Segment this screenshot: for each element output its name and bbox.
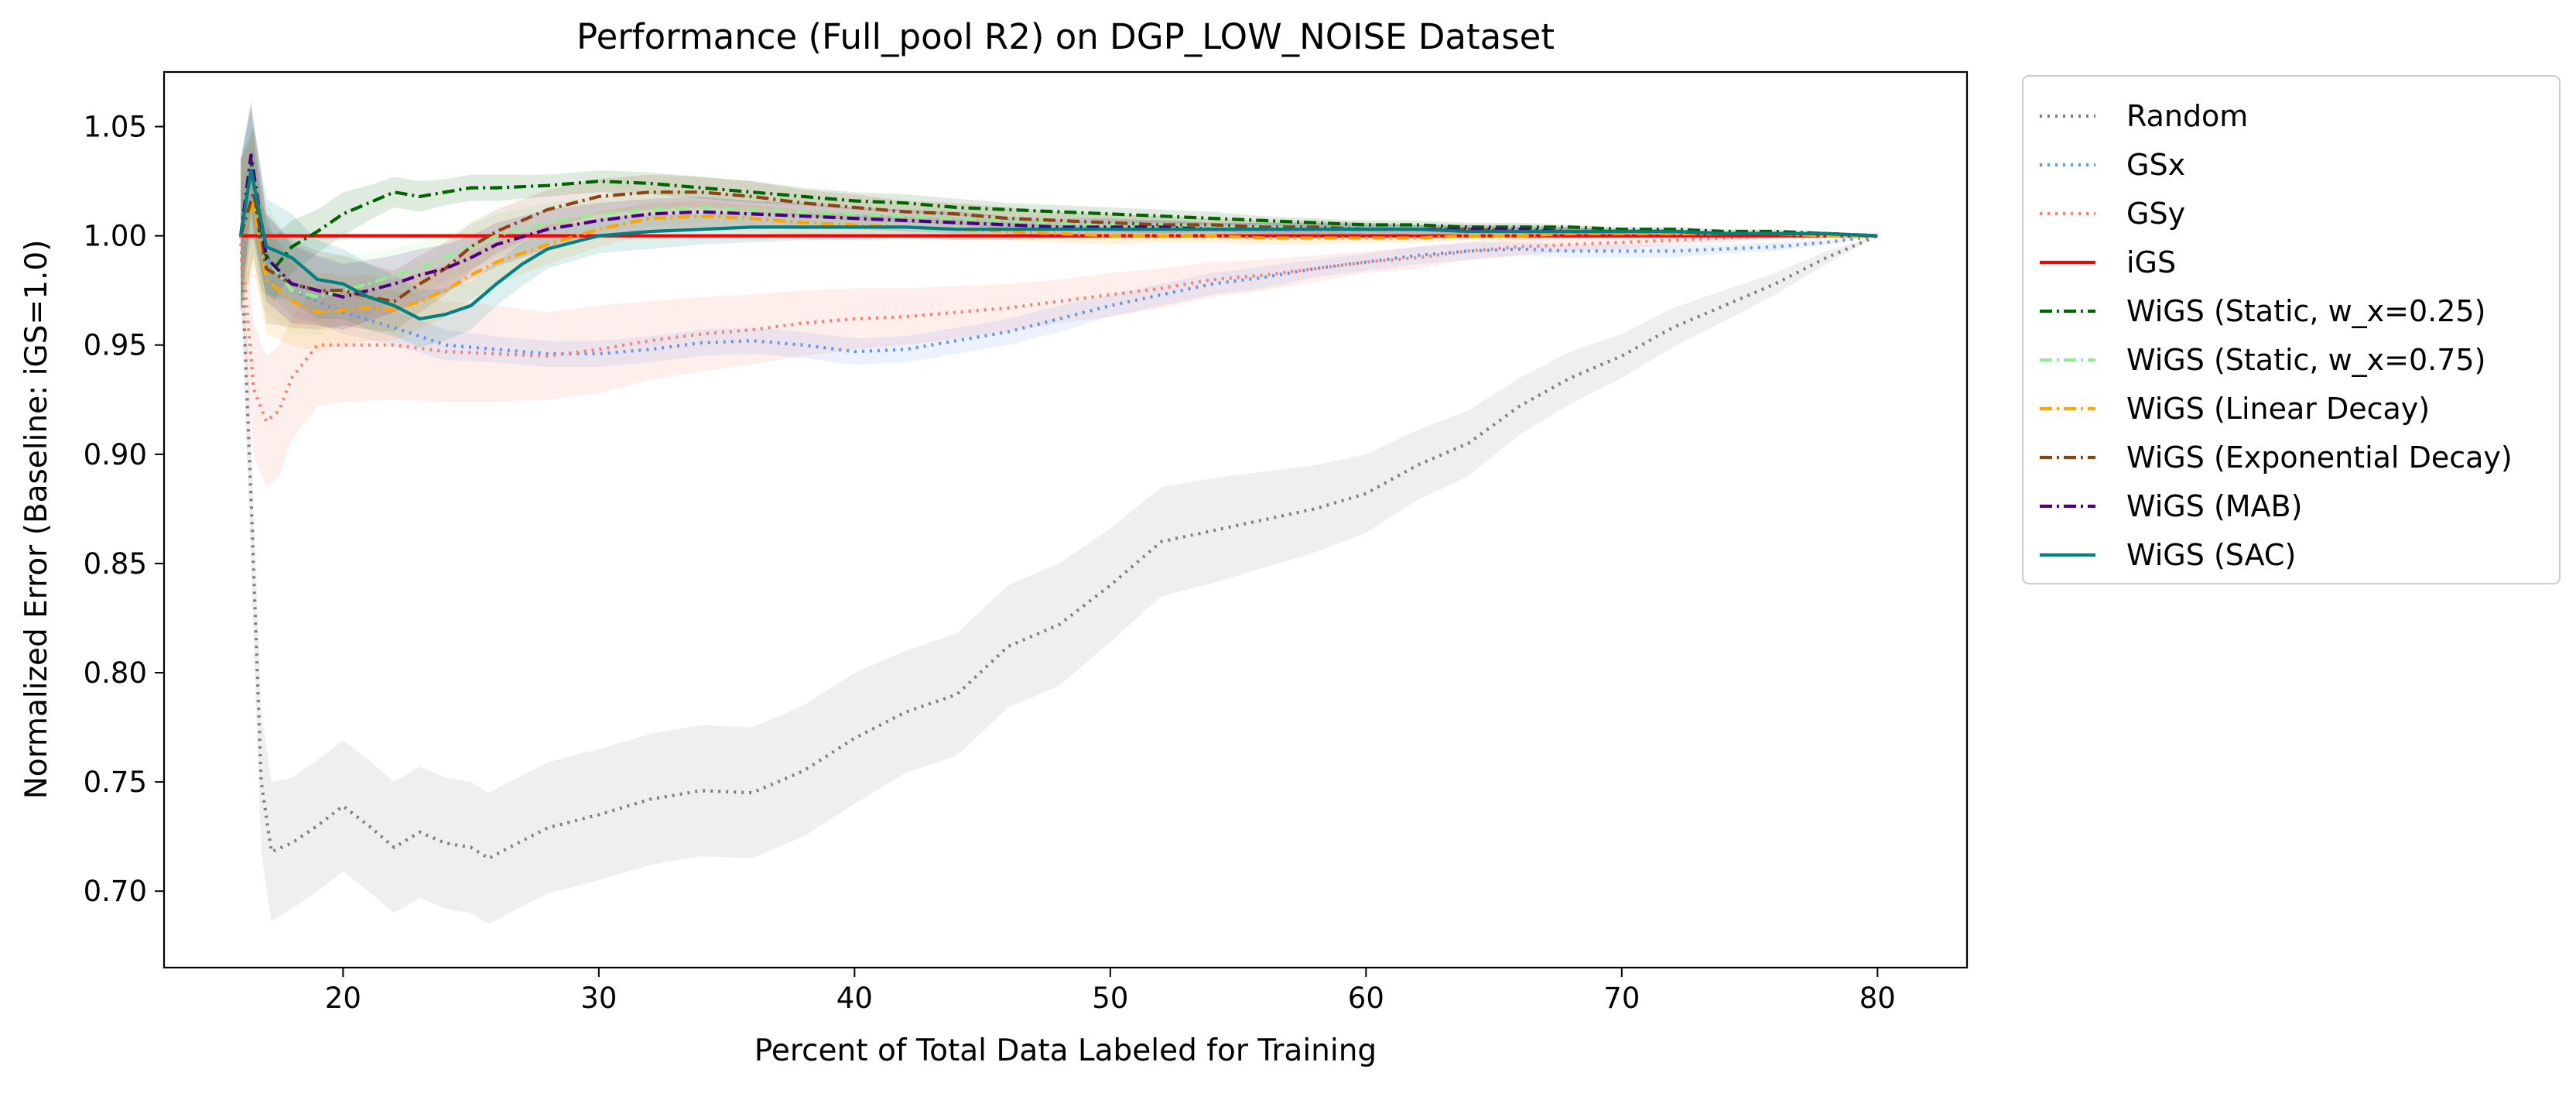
legend-frame [2022, 75, 2561, 584]
band-wigs-mab [241, 100, 1878, 330]
y-tick-label: 0.75 [84, 766, 147, 799]
legend-label-gsx: GSx [2126, 148, 2185, 182]
line-wigs-linear-decay [239, 201, 1878, 314]
y-tick-label: 0.95 [84, 329, 147, 362]
legend-label-wigs-mab: WiGS (MAB) [2126, 489, 2302, 523]
x-axis-label: Percent of Total Data Labeled for Traini… [754, 1033, 1377, 1068]
x-tick-label: 30 [580, 982, 617, 1015]
chart-title: Performance (Full_pool R2) on DGP_LOW_NO… [576, 16, 1555, 57]
legend-label-wigs-static-w-x-0-75: WiGS (Static, w_x=0.75) [2126, 343, 2485, 377]
x-tick-label: 40 [836, 982, 873, 1015]
y-axis-label: Normalized Error (Baseline: iGS=1.0) [19, 240, 54, 800]
band-random [241, 181, 1878, 924]
band-wigs-static-w-x-0-75 [241, 126, 1878, 337]
plot-frame [162, 70, 1969, 969]
band-gsx [241, 148, 1878, 368]
y-tick-label: 0.80 [84, 656, 147, 690]
legend-label-gsy: GSy [2126, 197, 2185, 231]
y-tick-label: 0.85 [84, 547, 147, 581]
legend-label-wigs-static-w-x-0-25: WiGS (Static, w_x=0.25) [2126, 294, 2485, 328]
legend: Random GSx GSy iGS WiGS (Static, w_x=0.25) Wi… [2022, 75, 2561, 584]
line-wigs-static-w-x-0-75 [239, 190, 1878, 299]
x-tick-label: 60 [1348, 982, 1384, 1015]
x-tick-label: 70 [1603, 982, 1640, 1015]
series-lines [239, 153, 1879, 861]
y-tick-label: 0.90 [84, 438, 147, 471]
x-tick-label: 80 [1859, 982, 1896, 1015]
x-tick-label: 20 [325, 982, 361, 1015]
legend-items: Random GSx GSy iGS WiGS (Static, w_x=0.25) Wi… [2040, 99, 2513, 572]
legend-label-igs: iGS [2126, 245, 2176, 279]
legend-label-wigs-sac: WiGS (SAC) [2126, 538, 2296, 572]
legend-label-wigs-linear-decay: WiGS (Linear Decay) [2126, 392, 2430, 426]
y-tick-label: 0.70 [84, 875, 147, 908]
x-tick-label: 50 [1092, 982, 1128, 1015]
band-wigs-static-w-x-0-25 [241, 105, 1878, 313]
y-axis-ticks: 0.70 0.75 0.80 0.85 0.90 0.95 1.00 1.05 [84, 111, 164, 908]
x-axis-ticks: 20 30 40 50 60 70 80 [325, 968, 1896, 1015]
y-tick-label: 1.05 [84, 111, 147, 144]
line-wigs-sac [239, 168, 1878, 320]
line-wigs-static-w-x-0-25 [239, 157, 1878, 271]
legend-label-wigs-exponential-decay: WiGS (Exponential Decay) [2126, 440, 2513, 475]
legend-label-random: Random [2126, 99, 2248, 133]
y-tick-label: 1.00 [84, 220, 147, 253]
